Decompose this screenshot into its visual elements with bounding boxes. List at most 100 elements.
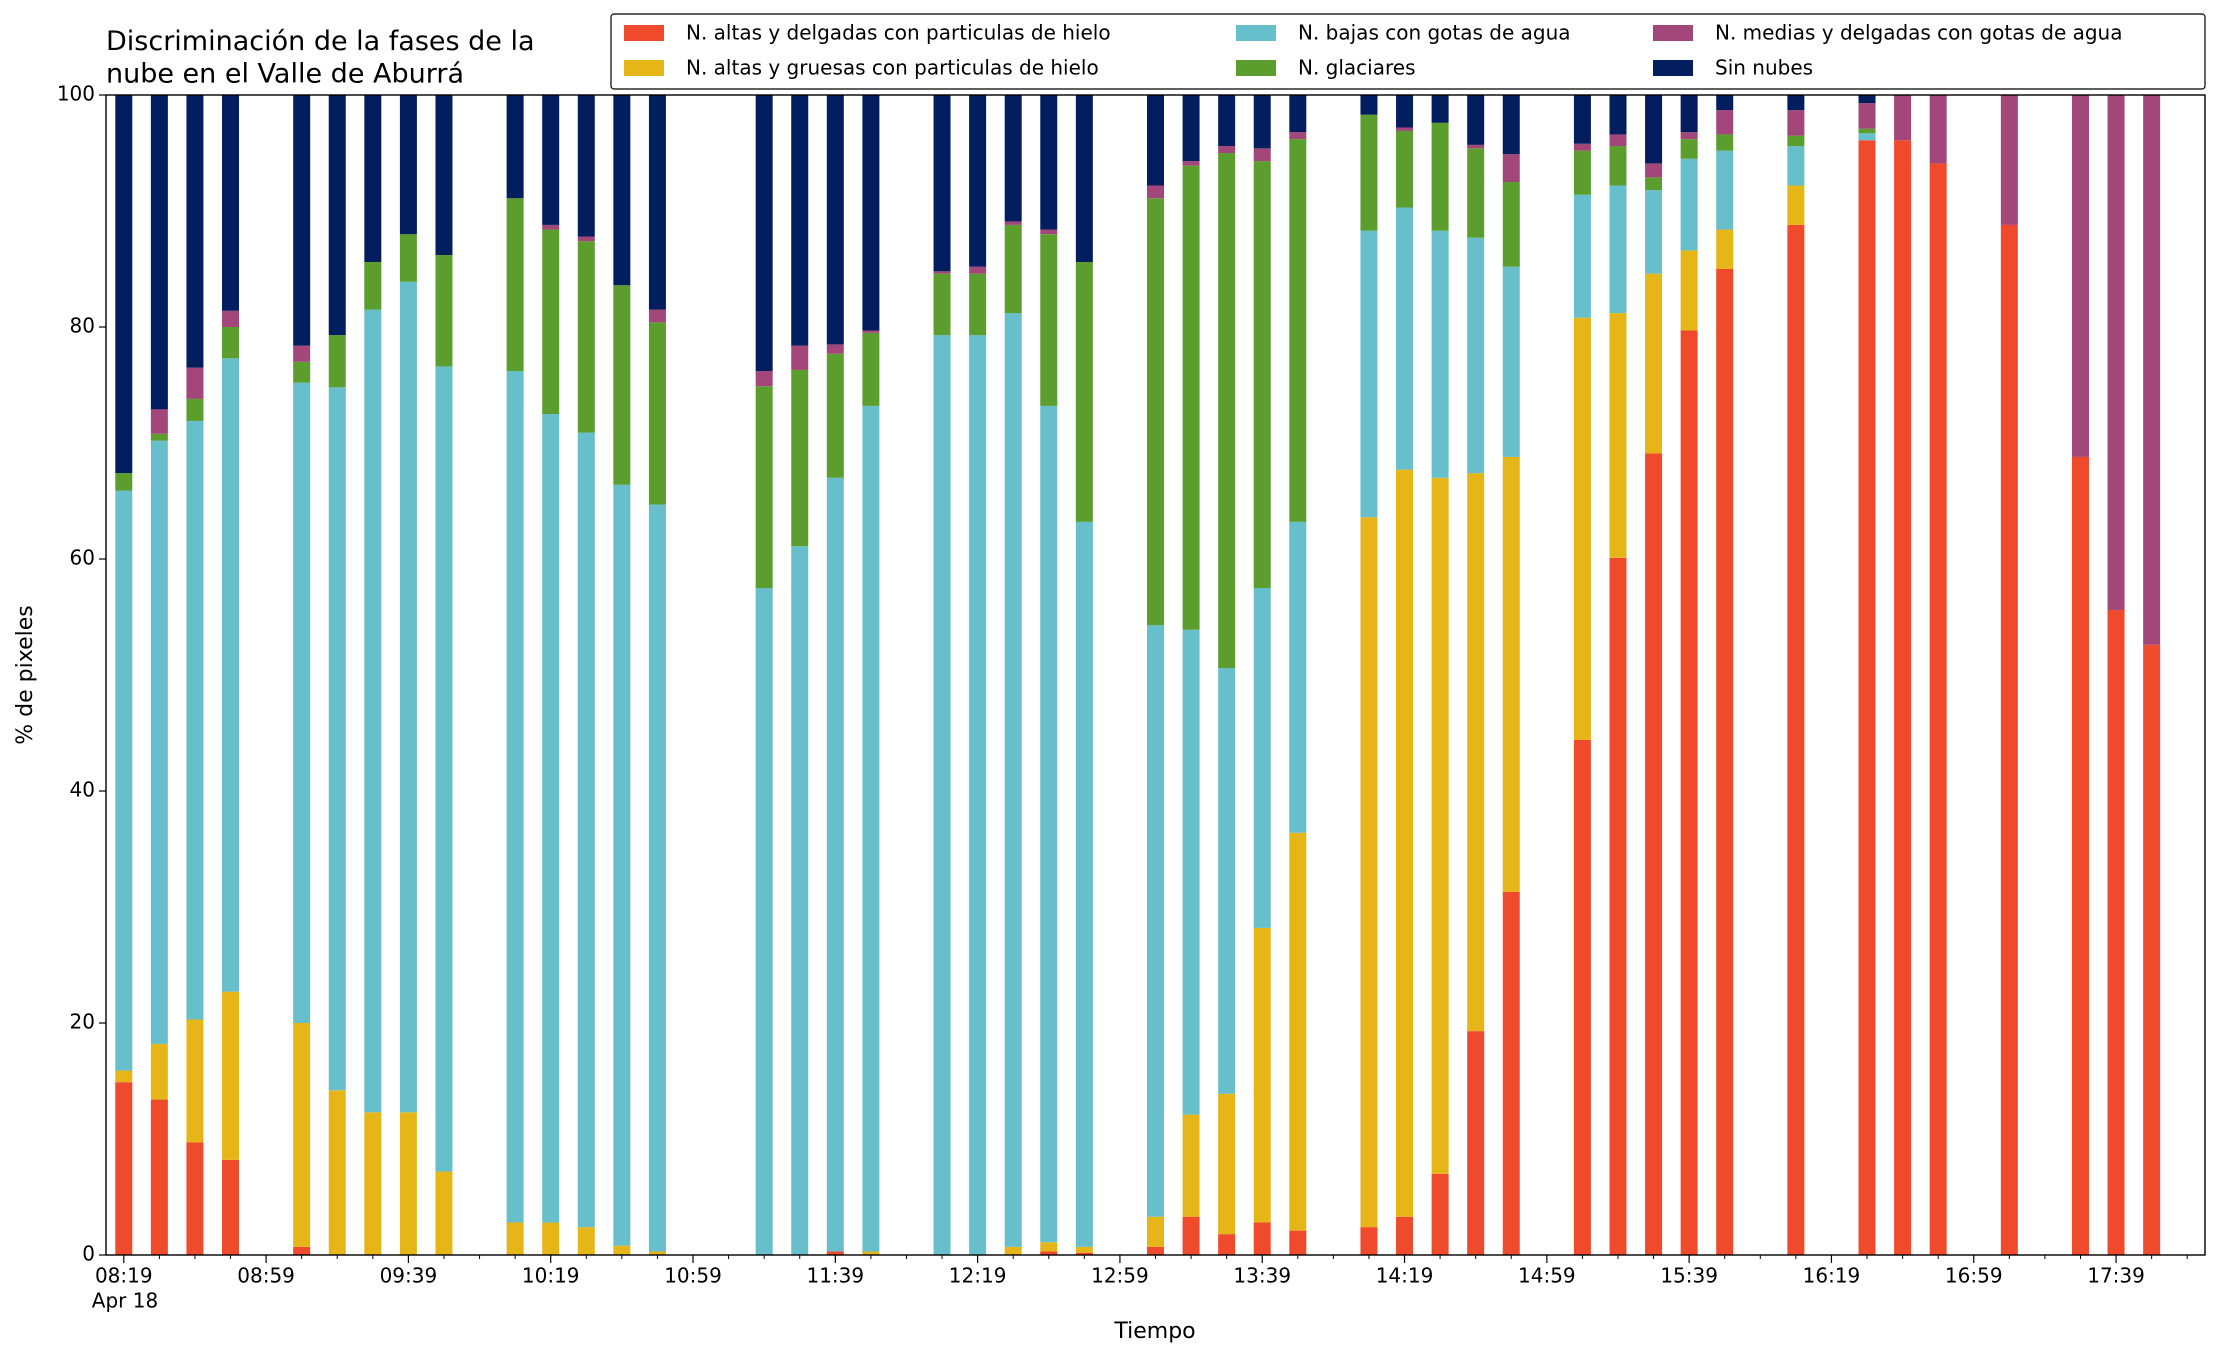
bar-segment	[1218, 95, 1236, 147]
bar-segment	[1396, 95, 1414, 128]
bar-segment	[364, 262, 382, 310]
bar-segment	[150, 409, 168, 434]
x-date-label: Apr 18	[92, 1289, 158, 1313]
bar-segment	[1182, 1114, 1200, 1217]
bar-segment	[1431, 95, 1449, 123]
bar-segment	[1253, 927, 1271, 1223]
bar-segment	[1467, 95, 1485, 145]
bar-segment	[1680, 95, 1698, 133]
bar-segment	[1147, 1246, 1164, 1255]
bar-segment	[506, 1222, 524, 1255]
bar-segment	[1929, 163, 1947, 1256]
legend-box	[610, 13, 2206, 90]
bar-segment	[435, 255, 453, 367]
bar-segment	[862, 330, 880, 333]
bar-segment	[293, 361, 311, 383]
bar-segment	[826, 344, 844, 354]
bar-segment	[1787, 146, 1805, 186]
bar-segment	[577, 95, 595, 237]
bar-segment	[1147, 95, 1164, 186]
bar-segment	[826, 477, 844, 1252]
x-tick-label: 11:39	[806, 1264, 864, 1288]
bar-segment	[1289, 95, 1307, 133]
bar-segment	[862, 332, 880, 406]
x-tick-label: 10:19	[522, 1264, 580, 1288]
bar-segment	[1716, 134, 1734, 151]
bar-segment	[791, 95, 809, 346]
bar-segment	[1787, 110, 1805, 136]
bar-segment	[1894, 95, 1912, 141]
bar-segment	[150, 1043, 168, 1100]
bar-segment	[1573, 194, 1591, 318]
bar-segment	[1716, 150, 1734, 230]
bar-segment	[1075, 1246, 1093, 1253]
bar-segment	[293, 345, 311, 362]
bar-segment	[862, 405, 880, 1252]
bar-segment	[1147, 1216, 1164, 1247]
bar-segment	[1502, 182, 1520, 267]
bar-segment	[969, 95, 987, 267]
bar-segment	[1502, 456, 1520, 892]
bar-segment	[115, 1082, 133, 1255]
bar-segment	[1396, 130, 1414, 208]
bar-segment	[1609, 134, 1627, 147]
bar-segment	[862, 95, 880, 331]
bar-segment	[2071, 456, 2089, 1255]
bar-segment	[577, 432, 595, 1228]
bar-segment	[1467, 1031, 1485, 1255]
bar-segment	[1609, 146, 1627, 186]
bar-segment	[1645, 177, 1663, 191]
bar-segment	[542, 95, 560, 225]
bar-segment	[1502, 266, 1520, 457]
bar-segment	[1147, 185, 1164, 199]
bar-segment	[1716, 229, 1734, 269]
legend-swatch	[1653, 25, 1693, 41]
y-tick-label: 60	[70, 546, 95, 570]
x-tick-label: 13:39	[1233, 1264, 1291, 1288]
bar-segment	[1858, 128, 1876, 134]
bar-segment	[1360, 1227, 1378, 1255]
bar-segment	[1858, 133, 1876, 141]
legend-swatch	[1236, 25, 1276, 41]
x-tick-label: 08:19	[95, 1264, 153, 1288]
bar-segment	[1182, 95, 1200, 162]
bar-segment	[1075, 262, 1093, 522]
bar-segment	[933, 95, 951, 272]
bar-segment	[1396, 127, 1414, 131]
bar-segment	[969, 266, 987, 274]
bar-segment	[1573, 739, 1591, 1255]
x-axis-label: Tiempo	[1113, 1319, 1195, 1344]
bar-segment	[1502, 95, 1520, 155]
bar-segment	[969, 273, 987, 336]
x-tick-label: 17:39	[2087, 1264, 2145, 1288]
bar-segment	[1929, 95, 1947, 164]
bar-segment	[1218, 146, 1236, 153]
legend: N. altas y delgadas con particulas de hi…	[610, 13, 2206, 90]
bar-segment	[1680, 250, 1698, 331]
bar-segment	[1645, 273, 1663, 454]
x-tick-label: 08:59	[237, 1264, 295, 1288]
bar-segment	[1645, 453, 1663, 1255]
bar-segment	[2143, 644, 2161, 1255]
bar-segment	[1253, 588, 1271, 928]
bar-segment	[1218, 1234, 1236, 1255]
bar-segment	[1360, 114, 1378, 231]
bar-segment	[1467, 148, 1485, 238]
bar-segment	[115, 490, 133, 1071]
x-tick-label: 12:59	[1091, 1264, 1149, 1288]
bar-segment	[1040, 229, 1058, 235]
bar-segment	[577, 1227, 595, 1255]
bar-segment	[1004, 95, 1022, 222]
bar-segment	[435, 1171, 453, 1255]
x-tick-label: 10:59	[664, 1264, 722, 1288]
bar-segment	[150, 440, 168, 1044]
x-tick-label: 16:19	[1803, 1264, 1861, 1288]
bar-segment	[1573, 143, 1591, 151]
bar-segment	[755, 386, 773, 588]
bar-segment	[933, 335, 951, 1255]
bar-segment	[1609, 313, 1627, 558]
bar-segment	[1609, 185, 1627, 314]
y-tick-label: 20	[70, 1010, 95, 1034]
bar-segment	[399, 281, 417, 1113]
bar-segment	[1253, 1222, 1271, 1255]
